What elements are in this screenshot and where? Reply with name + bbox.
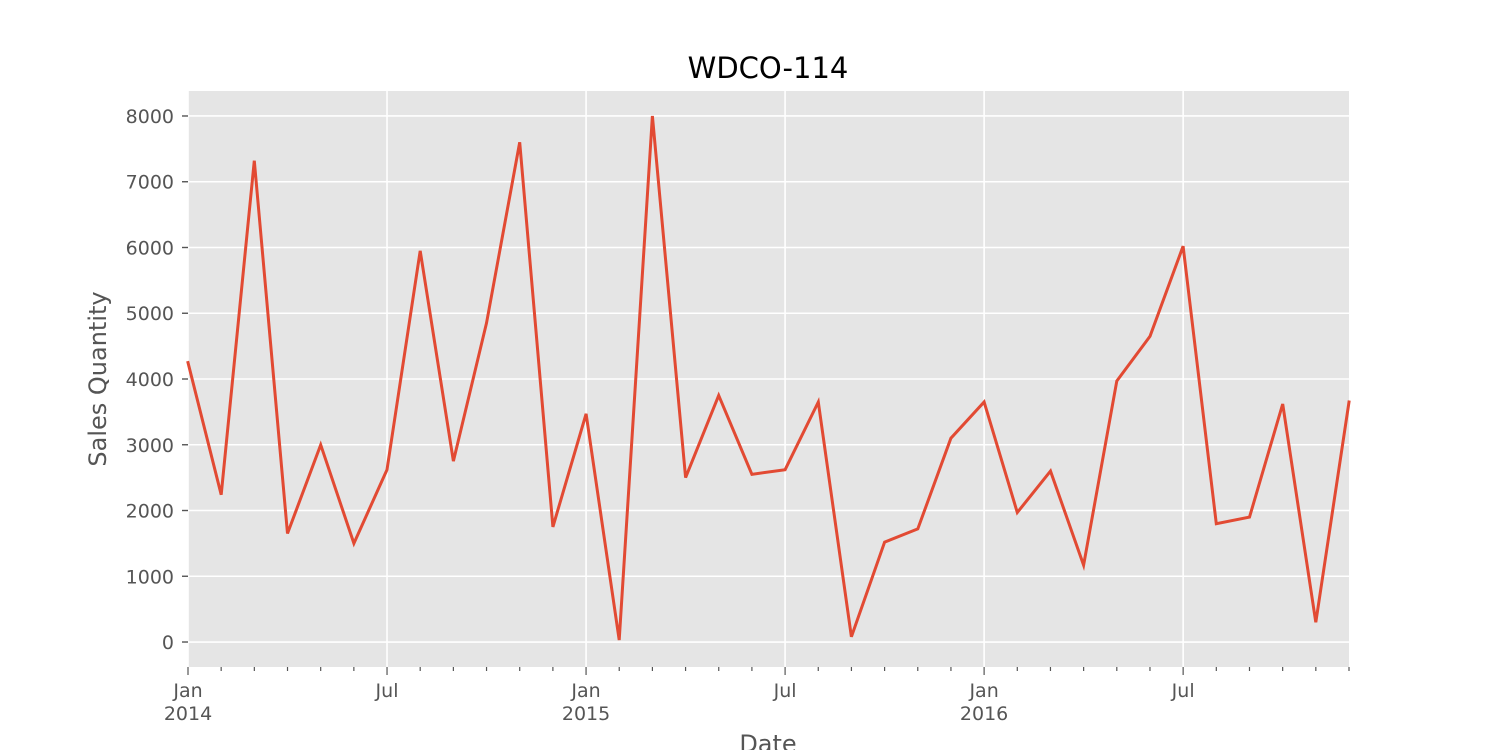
- x-tick-label: Jan: [570, 680, 600, 702]
- x-tick-year-label: 2014: [164, 703, 212, 725]
- y-tick-label: 8000: [126, 106, 174, 128]
- series-layer: [186, 115, 1351, 641]
- y-tick-label: 6000: [126, 237, 174, 259]
- y-axis-ticks: 0 1000 2000 3000 4000 5000 6000 7000 8000: [126, 106, 188, 654]
- x-tick-year-label: 2015: [562, 703, 610, 725]
- series-line: [186, 115, 1351, 641]
- x-axis-label: Date: [739, 730, 796, 750]
- y-tick-label: 0: [162, 632, 174, 654]
- y-tick-label: 7000: [126, 172, 174, 194]
- y-tick-label: 4000: [126, 369, 174, 391]
- y-tick-label: 1000: [126, 566, 174, 588]
- x-tick-label: Jan: [172, 680, 202, 702]
- y-tick-label: 2000: [126, 501, 174, 523]
- y-tick-label: 5000: [126, 303, 174, 325]
- y-axis-label: Sales Quantity: [84, 291, 112, 466]
- x-tick-label: Jul: [375, 680, 399, 702]
- chart-title: WDCO-114: [688, 51, 849, 85]
- x-tick-label: Jan: [968, 680, 998, 702]
- y-tick-label: 3000: [126, 435, 174, 457]
- x-tick-label: Jul: [1171, 680, 1195, 702]
- x-tick-year-label: 2016: [960, 703, 1008, 725]
- x-tick-label: Jul: [773, 680, 797, 702]
